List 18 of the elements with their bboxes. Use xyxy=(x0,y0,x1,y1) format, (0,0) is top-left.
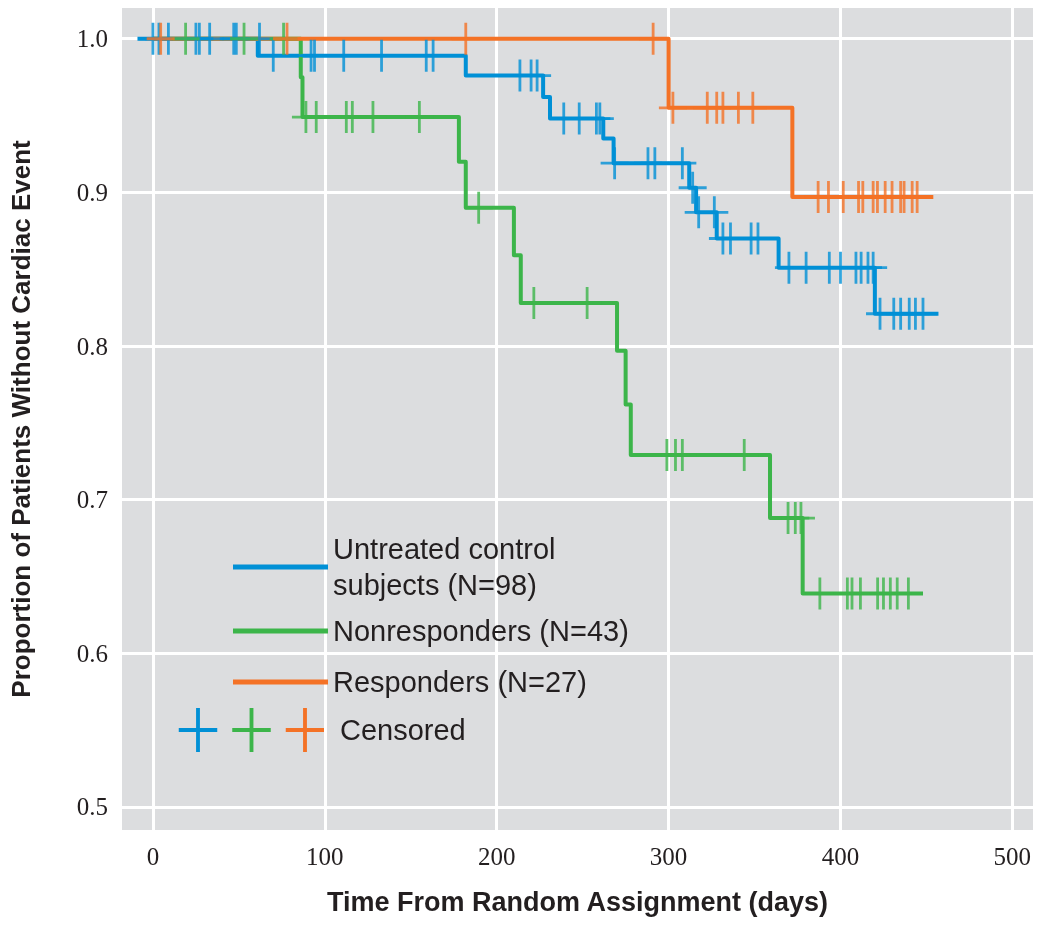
y-tick-label: 0.5 xyxy=(76,793,108,821)
legend-label: Responders (N=27) xyxy=(333,666,587,698)
x-tick-label: 400 xyxy=(821,843,860,870)
x-tick-label: 0 xyxy=(146,843,160,870)
y-tick-label: 0.8 xyxy=(76,332,108,360)
legend-label: Censored xyxy=(340,714,466,746)
legend-label: Untreated control subjects (N=98) xyxy=(333,533,564,601)
x-tick-label: 300 xyxy=(649,843,688,870)
x-tick-label: 500 xyxy=(993,843,1032,870)
x-tick-label: 200 xyxy=(477,843,516,870)
y-tick-label: 0.6 xyxy=(76,639,108,667)
x-tick-label: 100 xyxy=(306,843,344,870)
y-tick-label: 0.9 xyxy=(76,178,108,206)
legend-label: Nonresponders (N=43) xyxy=(333,615,629,647)
y-tick-label: 0.7 xyxy=(76,486,108,514)
x-axis-title: Time From Random Assignment (days) xyxy=(326,886,829,917)
y-tick-label: 1.0 xyxy=(76,25,108,53)
y-axis-title: Proportion of Patients Without Cardiac Event xyxy=(6,139,36,698)
